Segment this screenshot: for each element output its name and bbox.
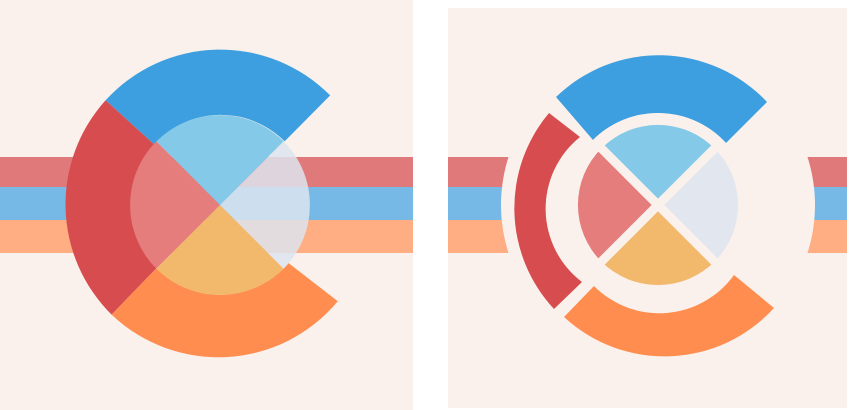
ring-segment-blue (105, 49, 331, 145)
center-quarter-blue (601, 124, 715, 205)
center-quarter-blue (156, 115, 284, 205)
ring-segment-red (65, 100, 157, 315)
center-quarter-red (130, 141, 220, 269)
center-quarter-right (658, 148, 739, 262)
center-quarter-right (220, 141, 310, 269)
ring-segment-red (514, 113, 582, 309)
center-quarter-red (577, 148, 658, 262)
center-quarter-orange (156, 205, 284, 295)
logo-panel-separated (448, 8, 847, 408)
ring-segment-orange (564, 275, 774, 357)
ring-segment-orange (111, 263, 338, 358)
separator-diagonal-b (592, 139, 724, 271)
ring-segment-blue (556, 55, 767, 143)
center-quarter-orange (601, 205, 715, 286)
logo-panel-overlapping (0, 0, 413, 410)
